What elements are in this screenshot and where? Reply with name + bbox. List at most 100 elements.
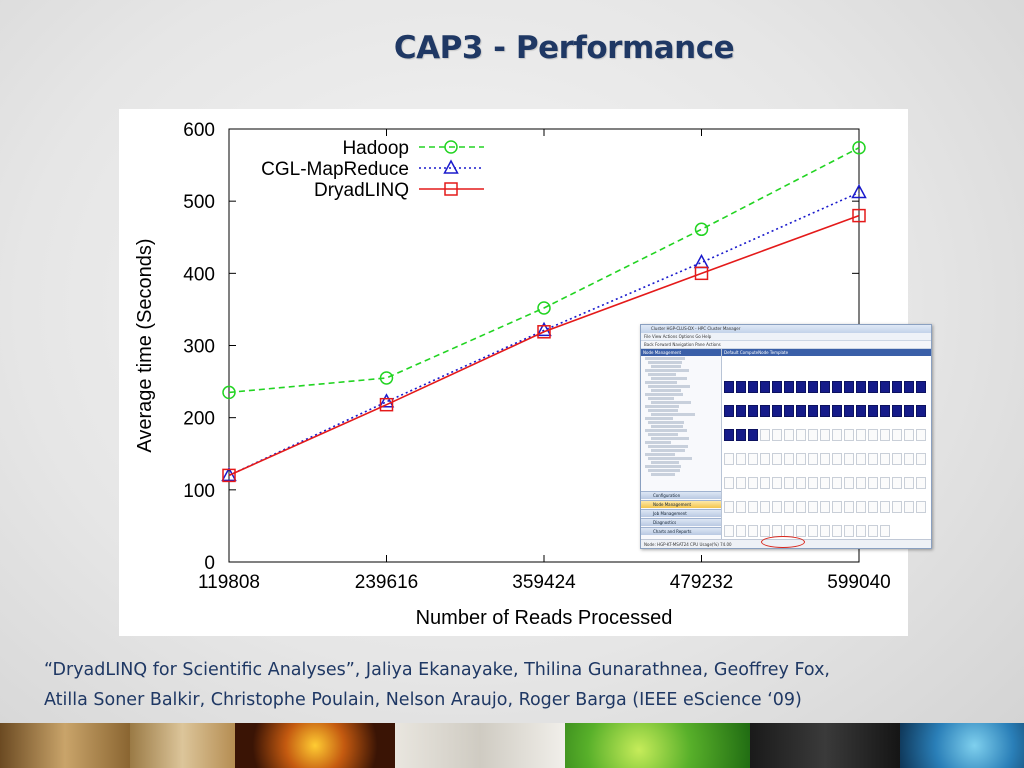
inset-tree-item: [651, 413, 695, 416]
inset-menu-bar: File View Actions Options Go Help: [641, 333, 931, 341]
inset-node-cell: [784, 429, 794, 441]
hadoop-point: [222, 385, 236, 400]
inset-tree-item: [645, 393, 683, 396]
inset-tree-item: [648, 457, 692, 460]
inset-node-cell: [736, 405, 746, 417]
inset-node-cell: [724, 453, 734, 465]
inset-node-cell: [868, 453, 878, 465]
inset-node-cell: [904, 477, 914, 489]
inset-main-header: Default ComputeNode Template: [722, 349, 931, 356]
inset-node-cell: [724, 405, 734, 417]
inset-tree-item: [648, 397, 674, 400]
inset-node-cell: [868, 501, 878, 513]
hadoop-line: [228, 147, 860, 394]
inset-tree-item: [648, 361, 682, 364]
inset-node-cell: [808, 453, 818, 465]
inset-node-cell: [832, 429, 842, 441]
x-tick-label: 599040: [827, 572, 890, 593]
inset-node-cell: [832, 477, 842, 489]
hadoop-point: [852, 141, 866, 155]
hadoop-point: [694, 222, 709, 237]
inset-node-cell: [760, 525, 770, 537]
footer-image-scroll: [130, 723, 235, 768]
inset-node-cell: [856, 381, 866, 393]
inset-node-cell: [832, 453, 842, 465]
inset-node-cell: [832, 501, 842, 513]
inset-main-pane: Default ComputeNode Template: [722, 349, 931, 548]
footer-image-paper: [395, 723, 565, 768]
inset-node-cell: [748, 477, 758, 489]
y-tick-label: 0: [204, 553, 215, 574]
inset-node-cell: [880, 405, 890, 417]
inset-node-cell: [916, 453, 926, 465]
inset-node-cell: [916, 381, 926, 393]
legend-marker-hadoop: [444, 140, 458, 154]
inset-node-cell: [820, 477, 830, 489]
inset-node-cell: [916, 477, 926, 489]
inset-nav-button: Charts and Reports: [641, 527, 721, 535]
inset-tree-item: [645, 465, 681, 468]
inset-node-cell: [868, 525, 878, 537]
legend-label-hadoop: Hadoop: [342, 138, 409, 159]
inset-node-cell: [844, 453, 854, 465]
citation-line: “DryadLINQ for Scientific Analyses”, Jal…: [44, 660, 830, 680]
inset-nav-button: Configuration: [641, 491, 721, 499]
inset-node-cell: [772, 453, 782, 465]
cgl-mapreduce-point: [536, 321, 552, 337]
inset-tree-item: [645, 417, 673, 420]
inset-node-cell: [796, 453, 806, 465]
inset-node-cell: [880, 477, 890, 489]
inset-node-cell: [856, 429, 866, 441]
inset-node-cell: [748, 381, 758, 393]
inset-node-cell: [760, 501, 770, 513]
inset-node-tree: [641, 357, 721, 476]
inset-node-cell: [868, 405, 878, 417]
inset-node-cell: [796, 429, 806, 441]
inset-node-cell: [760, 453, 770, 465]
inset-node-cell: [844, 405, 854, 417]
inset-node-cell: [772, 477, 782, 489]
inset-node-cell: [820, 405, 830, 417]
line-chart: 0 100 200 300 400 500 600 119808 239616 359424 479…: [134, 120, 891, 629]
inset-node-cell: [736, 381, 746, 393]
inset-node-cell: [820, 429, 830, 441]
inset-node-cell: [724, 525, 734, 537]
inset-tree-item: [645, 429, 687, 432]
inset-node-cell: [892, 381, 902, 393]
inset-node-cell: [880, 501, 890, 513]
inset-node-cell: [748, 525, 758, 537]
inset-node-cell: [868, 381, 878, 393]
inset-node-cell: [724, 429, 734, 441]
inset-tree-item: [651, 365, 681, 368]
cgl-mapreduce-line: [228, 191, 860, 477]
y-tick-label: 600: [183, 120, 215, 141]
inset-node-cell: [844, 525, 854, 537]
inset-tree-item: [645, 357, 685, 360]
inset-node-cell: [892, 501, 902, 513]
inset-nav-button: Node Management: [641, 500, 721, 508]
inset-node-cell: [760, 381, 770, 393]
inset-node-cell: [856, 477, 866, 489]
inset-node-cell: [784, 405, 794, 417]
inset-tree-item: [648, 469, 680, 472]
inset-node-cell: [820, 525, 830, 537]
y-tick-label: 400: [183, 264, 215, 285]
inset-tree-item: [648, 421, 684, 424]
inset-node-cell: [856, 405, 866, 417]
x-tick-label: 479232: [670, 572, 733, 593]
dryadlinq-point: [852, 208, 866, 223]
inset-node-cell: [844, 477, 854, 489]
inset-node-cell: [736, 525, 746, 537]
inset-node-cell: [796, 477, 806, 489]
inset-node-cell: [832, 525, 842, 537]
inset-tree-item: [645, 441, 671, 444]
cgl-mapreduce-point: [851, 183, 867, 199]
citation-line: Atilla Soner Balkir, Christophe Poulain,…: [44, 690, 802, 710]
inset-node-cell: [784, 477, 794, 489]
inset-node-cell: [904, 501, 914, 513]
inset-nav-header: Node Management: [641, 349, 721, 356]
inset-node-cell: [736, 429, 746, 441]
inset-node-cell: [904, 405, 914, 417]
inset-node-cell: [784, 381, 794, 393]
hadoop-point: [379, 371, 394, 385]
